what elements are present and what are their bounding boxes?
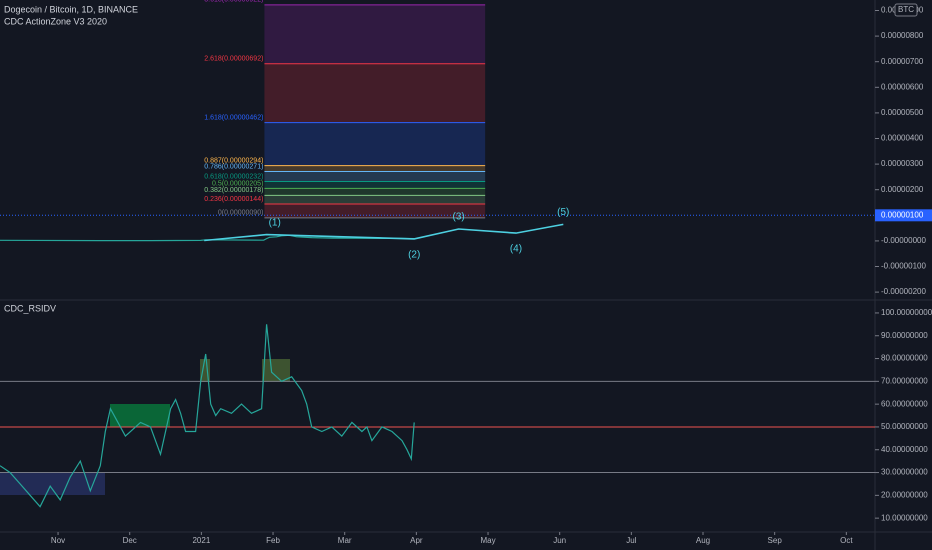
x-tick-label: Oct xyxy=(840,536,853,545)
bull-zone xyxy=(110,404,170,427)
wave-label: (4) xyxy=(510,244,522,255)
chart-title: Dogecoin / Bitcoin, 1D, BINANCE xyxy=(4,4,138,14)
fib-band xyxy=(264,195,486,205)
currency-badge-label[interactable]: BTC xyxy=(898,5,914,14)
y-tick-label: 70.00000000 xyxy=(881,376,928,385)
y-tick-label: 0.00000800 xyxy=(881,31,924,40)
last-price-box xyxy=(875,209,932,222)
overbought-zone xyxy=(200,359,210,382)
wave-label: (3) xyxy=(453,212,465,223)
y-tick-label: 30.00000000 xyxy=(881,468,928,477)
x-tick-label: Apr xyxy=(410,536,423,545)
y-tick-label: -0.00000100 xyxy=(881,262,926,271)
y-tick-label: 40.00000000 xyxy=(881,445,928,454)
fib-label: 0.5(0.00000205) xyxy=(212,180,263,187)
y-tick-label: 0.00000500 xyxy=(881,108,924,117)
fib-label: 0.236(0.00000144) xyxy=(204,196,263,203)
fib-label: 1.618(0.00000462) xyxy=(204,114,263,121)
last-price-label: 0.00000100 xyxy=(881,210,924,219)
oversold-zone xyxy=(0,473,105,495)
currency-badge[interactable] xyxy=(894,3,918,17)
fib-label: 0.887(0.00000294) xyxy=(204,157,263,164)
fib-band xyxy=(264,204,486,218)
x-tick-label: Mar xyxy=(338,536,352,545)
x-tick-label: Feb xyxy=(266,536,280,545)
fib-band xyxy=(264,122,486,166)
y-tick-label: 10.00000000 xyxy=(881,513,928,522)
wave-label: (1) xyxy=(269,217,281,228)
fib-band xyxy=(264,171,486,182)
fib-band xyxy=(264,181,486,189)
x-tick-label: Dec xyxy=(123,536,137,545)
x-tick-label: Jun xyxy=(553,536,566,545)
overbought-zone xyxy=(262,359,290,382)
wave-label: (2) xyxy=(408,250,420,261)
y-tick-label: 0.00000600 xyxy=(881,82,924,91)
fib-label: 3.618(0.00000922) xyxy=(204,0,263,4)
elliott-wave xyxy=(204,223,564,242)
x-tick-label: Nov xyxy=(51,536,65,545)
price-line xyxy=(0,324,415,508)
fib-band xyxy=(264,188,486,196)
fib-label: 2.618(0.00000692) xyxy=(204,56,263,63)
y-tick-label: 0.00000300 xyxy=(881,159,924,168)
fib-band xyxy=(264,165,486,172)
y-tick-label: 0.00000200 xyxy=(881,185,924,194)
fib-band xyxy=(264,63,486,123)
x-tick-label: Aug xyxy=(696,536,710,545)
price-line xyxy=(0,234,415,242)
y-tick-label: 60.00000000 xyxy=(881,399,928,408)
fib-label: 0.786(0.00000271) xyxy=(204,163,263,170)
rsi-title: CDC_RSIDV xyxy=(4,303,56,313)
x-tick-label: May xyxy=(480,536,495,545)
y-tick-label: 20.00000000 xyxy=(881,490,928,499)
y-tick-label: 50.00000000 xyxy=(881,422,928,431)
indicator-name: CDC ActionZone V3 2020 xyxy=(4,16,107,26)
x-tick-label: 2021 xyxy=(192,536,210,545)
fib-label: 0.382(0.00000178) xyxy=(204,187,263,194)
y-tick-label: 0.00000700 xyxy=(881,57,924,66)
x-tick-label: Jul xyxy=(626,536,636,545)
y-tick-label: -0.00000000 xyxy=(881,236,926,245)
y-tick-label: 90.00000000 xyxy=(881,331,928,340)
x-tick-label: Sep xyxy=(768,536,783,545)
fib-label: 0(0.00000090) xyxy=(218,210,264,217)
y-tick-label: 100.00000000 xyxy=(881,308,932,317)
fib-label: 0.618(0.00000232) xyxy=(204,173,263,180)
y-tick-label: 0.00000400 xyxy=(881,134,924,143)
fib-band xyxy=(264,4,486,64)
wave-label: (5) xyxy=(557,207,569,218)
y-tick-label: -0.00000200 xyxy=(881,287,926,296)
y-tick-label: 80.00000000 xyxy=(881,354,928,363)
